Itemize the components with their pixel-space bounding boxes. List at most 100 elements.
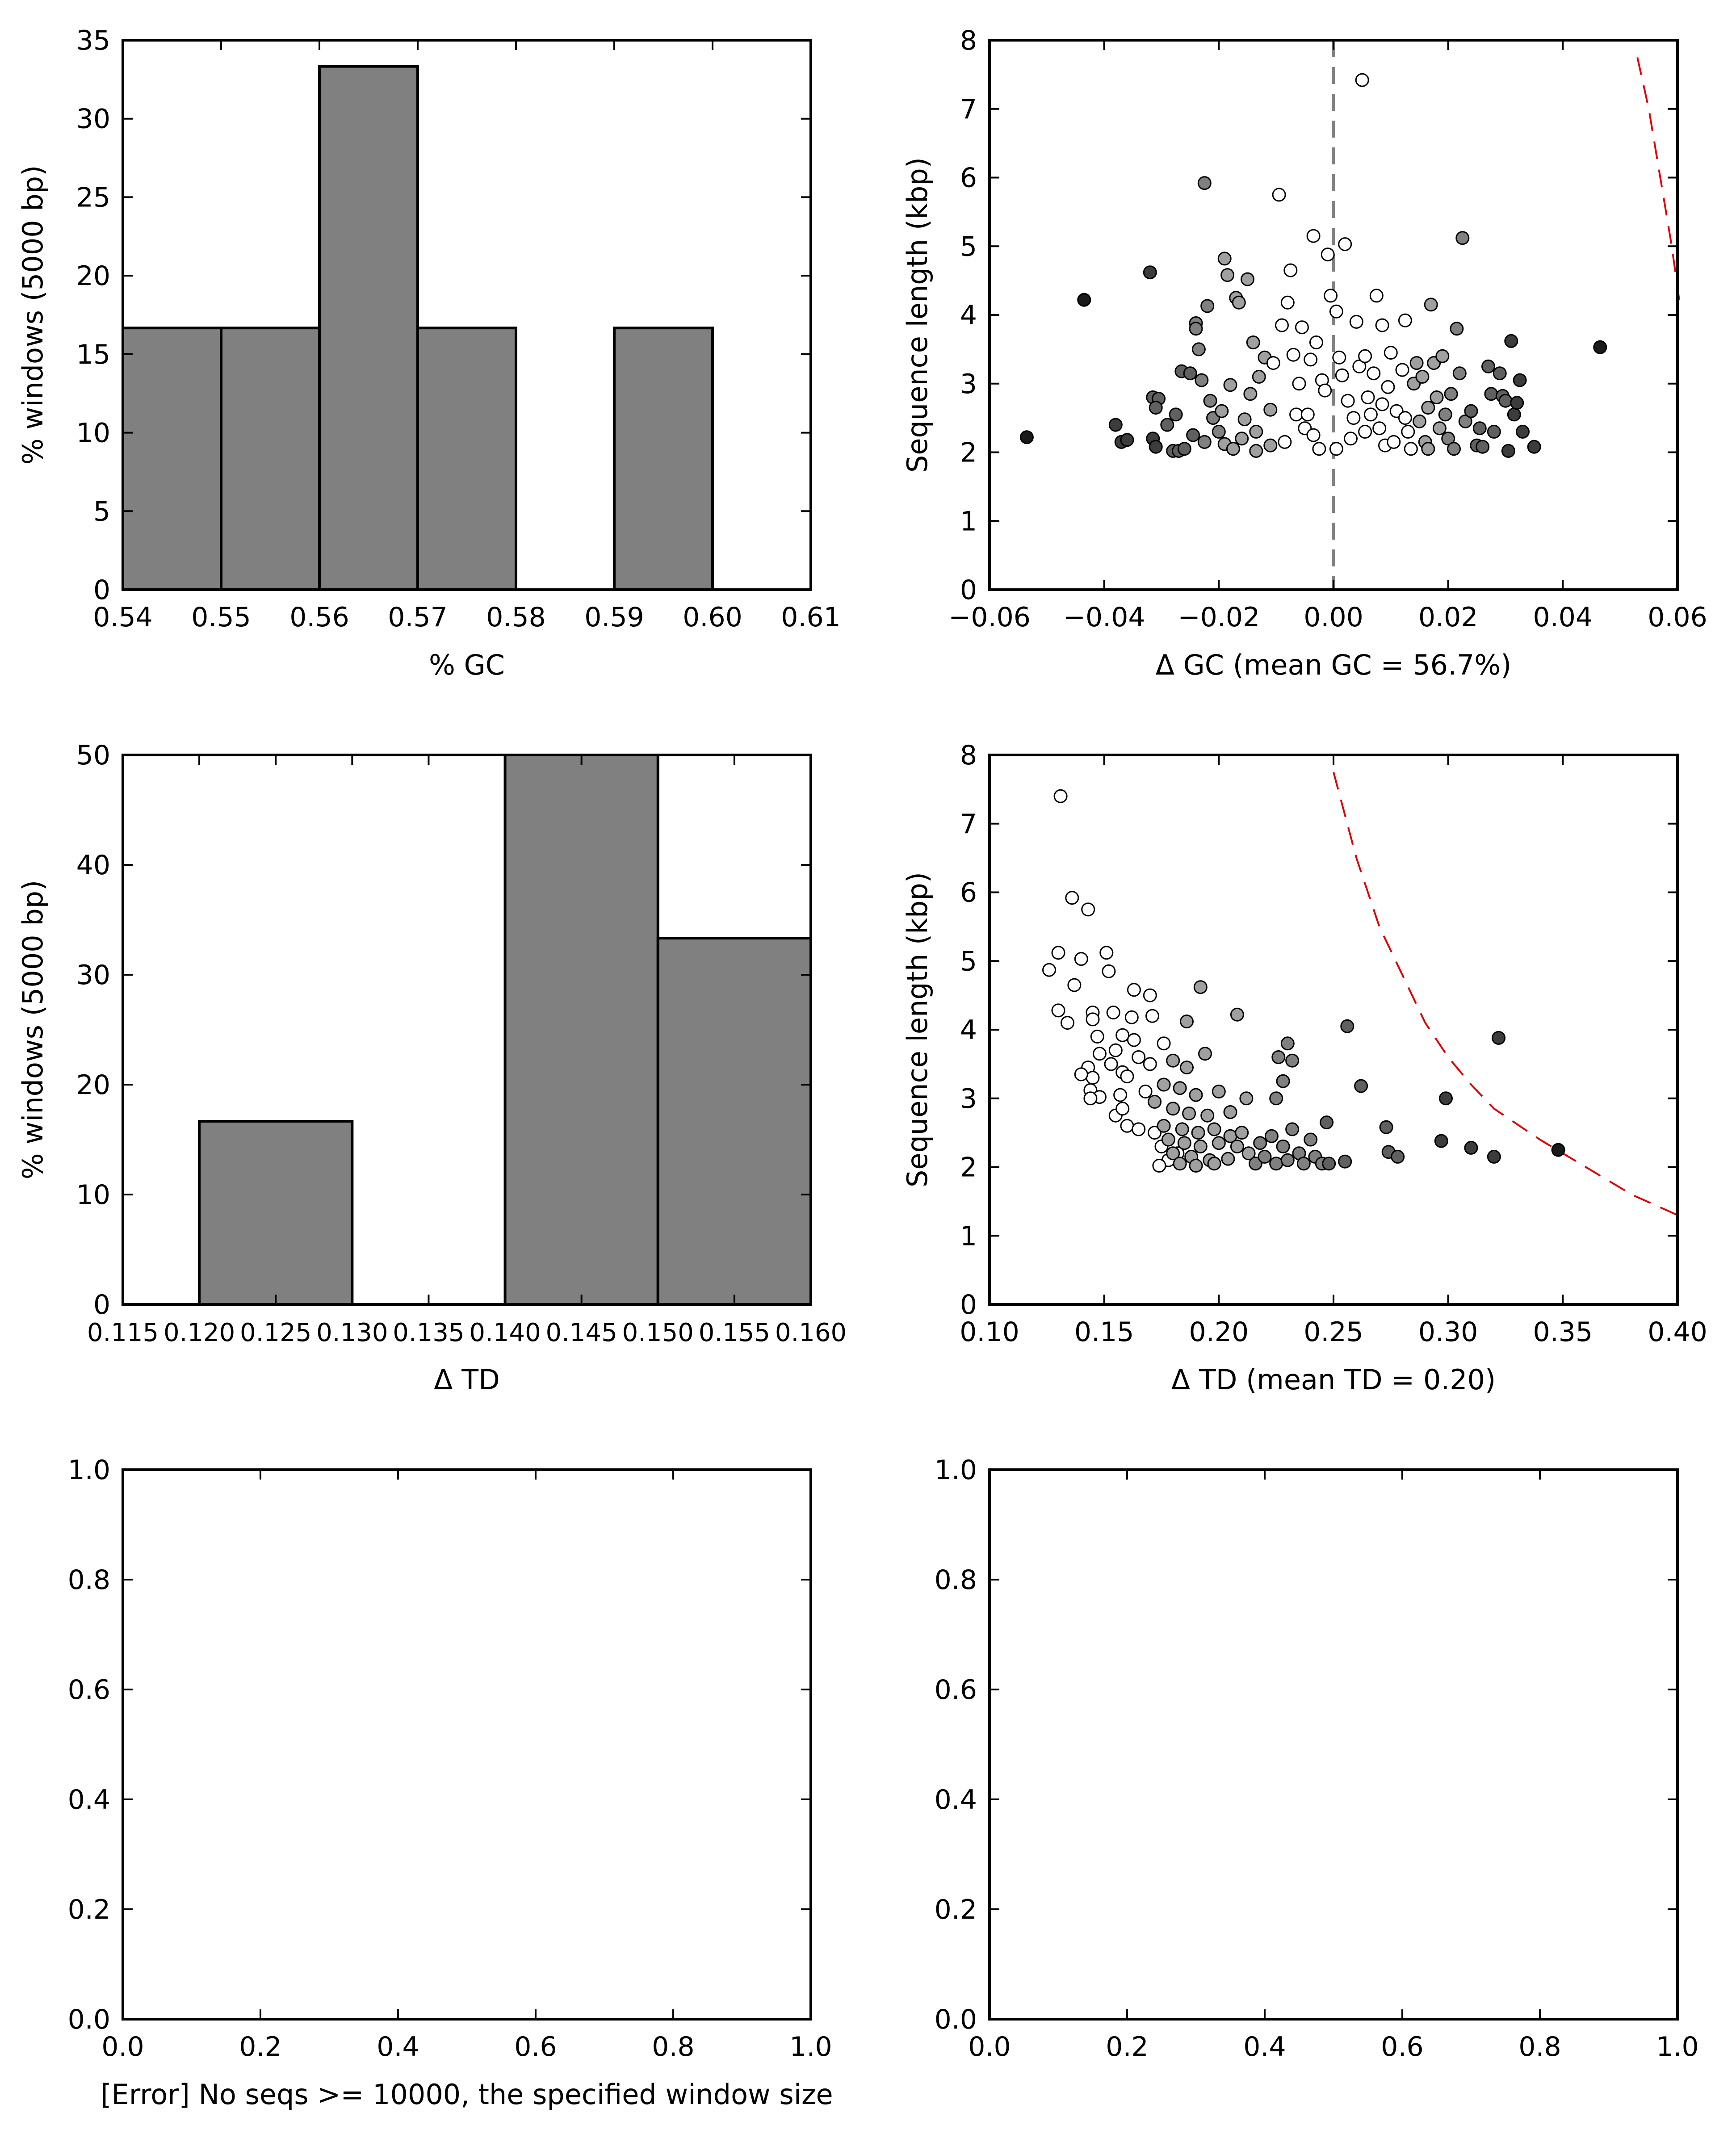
gc-scatter-xtick-label: 0.04 [1533,602,1593,633]
gc-hist-ytick-label: 25 [76,182,110,213]
gc-scatter-point [1367,366,1381,381]
gc-scatter-ytick-label: 7 [960,94,977,125]
td-scatter-point [1230,1007,1244,1022]
td-scatter-panel: 0.10 0.15 0.20 0.25 0.30 0.35 0.40 0 1 2 3 4 5 6 7 8 Δ T… [901,740,1707,1396]
gc-scatter-point [1358,424,1372,439]
empty-right-xtick-label: 0.0 [968,2031,1011,2063]
gc-hist-xtick-label: 0.60 [683,602,742,633]
td-scatter-point [1092,1047,1107,1061]
gc-scatter-point [1232,295,1246,310]
gc-hist-ytick-label: 20 [76,260,110,292]
gc-scatter-point [1447,442,1461,456]
td-scatter-point [1189,1158,1203,1173]
gc-scatter-point [1358,349,1372,363]
td-hist-xtick-label: 0.140 [469,1318,541,1347]
gc-scatter-point [1324,289,1338,303]
gc-scatter-point [1183,366,1197,381]
gc-hist-xtick-label: 0.58 [486,602,546,633]
gc-scatter-point [1424,298,1438,312]
td-scatter-point [1053,789,1068,803]
gc-scatter-xtick-label: 0.06 [1648,602,1707,633]
td-scatter-point [1434,1134,1448,1148]
gc-scatter-point [1200,299,1215,313]
gc-scatter-point [1249,444,1263,458]
td-scatter-point [1320,1115,1334,1130]
td-scatter-point [1177,1136,1191,1150]
td-hist-xtick-label: 0.150 [622,1318,694,1347]
td-scatter-point [1264,1129,1279,1143]
td-scatter-point [1175,1122,1189,1136]
td-scatter-point [1198,1047,1212,1061]
td-scatter-point [1067,978,1082,992]
gc-scatter-point [1186,428,1200,442]
gc-scatter-point [1195,373,1209,387]
td-scatter-point [1182,1107,1196,1121]
gc-scatter-point [1455,231,1470,245]
gc-scatter-point [1507,407,1521,422]
gc-scatter-point [1312,442,1326,456]
td-scatter-point [1304,1132,1318,1147]
td-scatter-xtick-label: 0.30 [1418,1316,1478,1348]
gc-scatter-point [1361,390,1375,404]
gc-hist-bar [220,327,321,591]
td-scatter-point [1223,1105,1237,1119]
td-scatter-point [1132,1122,1146,1136]
gc-scatter-point [1275,318,1289,332]
td-scatter-point [1061,1016,1074,1030]
td-scatter-point [1115,1028,1130,1042]
td-hist-xlabel: Δ TD [434,1363,500,1396]
gc-scatter-ytick-label: 4 [960,300,977,331]
gc-scatter-point [1435,349,1450,363]
td-scatter-point [1113,1088,1128,1102]
td-scatter-point [1180,1015,1194,1029]
td-scatter-ytick-label: 5 [960,946,977,977]
gc-scatter-point [1243,387,1258,401]
td-scatter-point [1230,1139,1244,1153]
gc-scatter-point [1237,412,1252,427]
gc-scatter-point [1019,430,1034,444]
td-scatter-point [1166,1053,1180,1068]
td-scatter-point [1296,1157,1311,1171]
gc-scatter-point [1306,229,1321,243]
empty-right-xtick-label: 0.8 [1518,2031,1561,2063]
td-hist-ytick-label: 30 [76,960,110,991]
td-hist-ytick-label: 50 [76,740,110,771]
td-scatter-point [1200,1108,1215,1123]
td-scatter-point [1127,1033,1141,1047]
gc-scatter-point [1472,421,1487,436]
gc-scatter-point [1513,373,1527,387]
td-scatter-point [1253,1136,1267,1150]
td-scatter-point [1081,902,1095,917]
td-scatter-point [1276,1139,1290,1153]
td-hist-xtick-label: 0.135 [393,1318,464,1347]
gc-scatter-point [1369,289,1384,303]
gc-scatter-point [1401,424,1415,439]
td-scatter-point [1280,1036,1295,1051]
empty-right-panel: 0.0 0.2 0.4 0.6 0.8 1.0 0.0 0.2 0.4 0.6 0.8 1.0 [935,1455,1699,2063]
empty-right-ytick-label: 0.6 [935,1674,977,1706]
td-hist-ytick-label: 40 [76,850,110,881]
td-scatter-point [1161,1132,1175,1147]
gc-hist-xtick-label: 0.54 [93,602,153,633]
gc-scatter-point [1263,402,1278,417]
gc-scatter-point [1372,421,1387,436]
td-scatter-point [1148,1126,1162,1140]
empty-right-ytick-label: 0.2 [935,1894,977,1925]
empty-left-ytick-label: 0.2 [68,1894,110,1925]
td-scatter-point [1221,1152,1235,1166]
td-scatter-point [1285,1122,1300,1136]
gc-scatter-point [1295,320,1309,335]
td-scatter-point [1051,1003,1065,1018]
gc-scatter-point [1249,424,1263,439]
empty-left-xtick-label: 1.0 [789,2031,832,2063]
gc-scatter-point [1215,404,1229,418]
gc-scatter-point [1177,442,1191,456]
gc-scatter-point [1160,418,1174,432]
td-scatter-ytick-label: 0 [960,1289,977,1321]
td-scatter-point [1340,1019,1354,1033]
td-scatter-point [1439,1091,1453,1106]
gc-scatter-point [1476,440,1490,454]
td-scatter-point [1166,1146,1180,1161]
td-scatter-point [1280,1153,1295,1167]
gc-scatter-xtick-label: −0.02 [1178,602,1260,633]
